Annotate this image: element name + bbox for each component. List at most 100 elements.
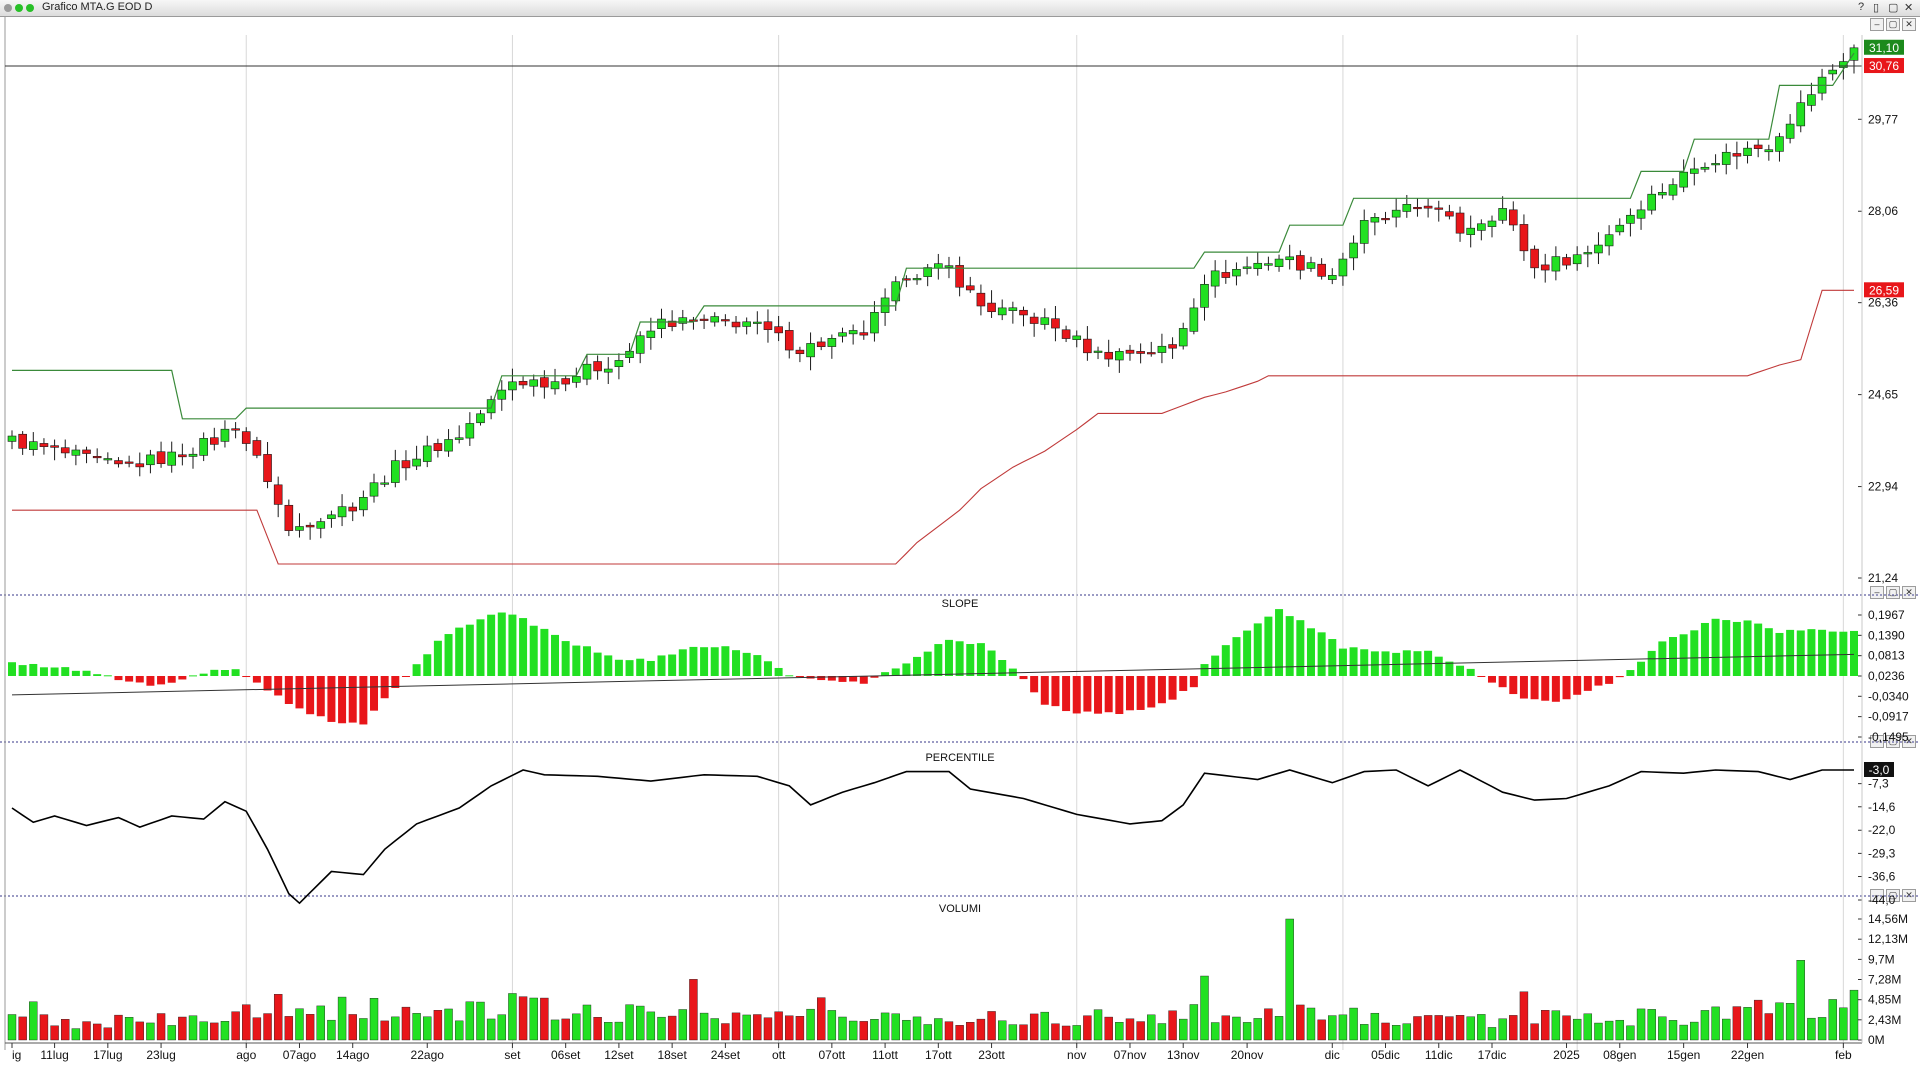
volume-bar: [29, 1001, 38, 1041]
candle: [1498, 208, 1507, 221]
slope-bar: [636, 658, 645, 676]
slope-bar: [433, 640, 442, 676]
volume-bar: [1423, 1015, 1433, 1041]
volume-bar: [284, 1016, 294, 1041]
volume-bar: [848, 1020, 858, 1041]
slope-bar: [1562, 676, 1571, 700]
volume-bar: [167, 1025, 176, 1041]
price-pane-maximize-icon[interactable]: ▢: [1886, 18, 1900, 31]
candle: [444, 439, 453, 452]
volume-bar: [50, 1025, 59, 1041]
candle: [18, 433, 27, 449]
candle: [454, 437, 464, 440]
slope-y-tick-label: 0,0236: [1868, 669, 1905, 683]
minimize-window-icon[interactable]: ▯: [1873, 2, 1880, 14]
candle: [71, 449, 81, 456]
volume-bar: [976, 1018, 986, 1041]
candle: [1274, 258, 1284, 267]
help-icon[interactable]: ?: [1858, 1, 1865, 13]
slope-bar: [1253, 623, 1262, 676]
window-title: Grafico MTA.G EOD D: [42, 1, 153, 13]
volume-bar: [231, 1011, 240, 1041]
candle: [1785, 123, 1795, 139]
candle: [1711, 163, 1720, 166]
candle: [582, 363, 592, 380]
slope-bar: [497, 612, 506, 676]
candle: [1264, 263, 1273, 266]
slope-bar: [1338, 648, 1347, 676]
volume-bar: [1487, 1027, 1497, 1041]
candle: [1636, 209, 1646, 219]
slope-bar: [1094, 676, 1103, 714]
percentile-y-tick-label: -14,6: [1868, 800, 1896, 814]
slope-bar: [1200, 664, 1209, 676]
volume-bar: [1753, 999, 1763, 1041]
candle: [614, 360, 624, 368]
price-pane-minimize-icon[interactable]: –: [1870, 18, 1884, 31]
volume-bar: [753, 1014, 762, 1041]
volume-bar: [870, 1019, 879, 1041]
volume-bar: [614, 1021, 624, 1041]
candle: [124, 461, 134, 464]
candle: [1168, 344, 1177, 349]
chart-area[interactable]: 21,24 22,94 24,65 26,36 28,06 29,77 31,10 30,76…: [0, 17, 1920, 1066]
volume-bar: [625, 1004, 634, 1041]
candle: [678, 317, 688, 324]
slope-bar: [785, 675, 794, 677]
candle: [827, 338, 837, 347]
slope-bar: [1136, 676, 1145, 710]
close-window-icon[interactable]: ✕: [1904, 2, 1914, 14]
candle: [1296, 255, 1305, 271]
volume-bar: [369, 997, 379, 1041]
candle: [1051, 318, 1060, 329]
price-pane-close-icon[interactable]: ✕: [1902, 18, 1916, 31]
candle: [476, 413, 485, 424]
volume-bar: [1764, 1013, 1774, 1041]
candle: [273, 484, 283, 505]
slope-y-tick-label: -0,1495: [1868, 730, 1909, 744]
restore-window-icon[interactable]: ▢: [1888, 2, 1899, 14]
slope-bar: [1690, 630, 1699, 676]
slope-bar: [902, 663, 911, 676]
price-y-tick-label: 28,06: [1868, 204, 1898, 218]
volume-bar: [1200, 975, 1209, 1041]
candle: [965, 285, 975, 291]
volume-bar: [731, 1012, 741, 1041]
slope-bar: [50, 667, 59, 676]
slope-bar: [657, 655, 666, 676]
slope-bar: [146, 676, 155, 686]
candle: [401, 460, 411, 469]
window-menu-icon[interactable]: [4, 4, 12, 12]
candle: [635, 335, 645, 354]
candle: [987, 302, 996, 313]
x-tick-label: 05dic: [1371, 1048, 1400, 1062]
volume-bar: [657, 1016, 666, 1041]
volume-y-tick-label: 4,85M: [1868, 993, 1901, 1007]
slope-bar: [998, 659, 1007, 676]
candle: [295, 526, 304, 531]
volume-bar: [785, 1015, 794, 1041]
candle: [337, 506, 347, 518]
slope-bar: [157, 676, 166, 685]
slope-bar: [1754, 623, 1763, 676]
volume-bar: [1179, 1018, 1188, 1041]
slope-bar: [987, 650, 996, 676]
volume-bar: [1083, 1015, 1092, 1041]
candle: [316, 521, 326, 529]
slope-bar: [1125, 676, 1134, 711]
volume-bar: [1572, 1018, 1582, 1041]
volume-bar: [242, 1004, 251, 1041]
volume-bar: [1349, 1007, 1358, 1041]
volume-bar: [1317, 1019, 1326, 1041]
volume-bar: [582, 1004, 592, 1041]
slope-y-tick-label: 0,1390: [1868, 628, 1905, 642]
volume-bar: [1583, 1013, 1593, 1041]
volume-bar: [593, 1017, 602, 1041]
x-tick-label: 07nov: [1114, 1048, 1147, 1062]
candle: [1146, 352, 1156, 355]
slope-bar: [252, 676, 261, 683]
volume-bar: [82, 1021, 91, 1041]
candle: [518, 380, 528, 386]
slope-bar: [1743, 620, 1752, 676]
candle: [1807, 94, 1816, 106]
